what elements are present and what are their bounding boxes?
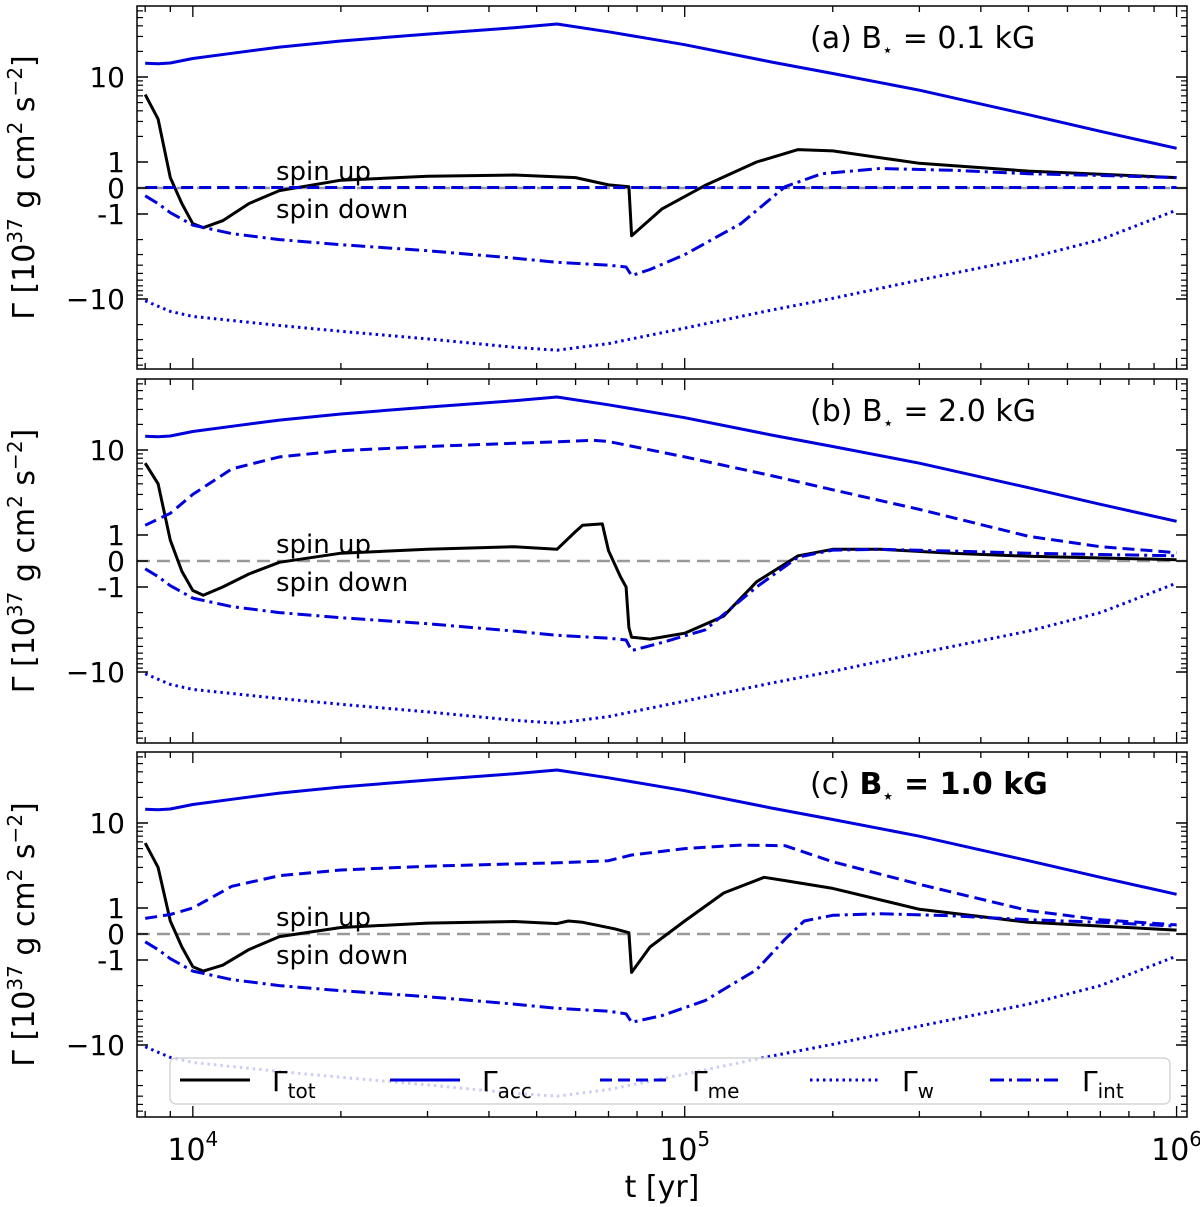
y-axis-label: Γ [1037 g cm2 s−2] [3,429,42,694]
series-gamma-acc [145,768,1177,896]
y-label-part: 2 [3,495,27,508]
y-label-part: −2 [3,814,27,843]
legend-label-me: Γme [692,1065,739,1103]
title-star: ⋆ [882,786,893,807]
series-gamma-me [144,843,1177,927]
y-tick-label: 10 [89,807,125,840]
y-label-part: Γ [10 [7,244,42,320]
series-gamma-w [144,208,1178,352]
y-label-part: s [7,843,42,868]
y-axis-label: Γ [1037 g cm2 s−2] [3,802,42,1067]
y-label-part: 37 [3,592,27,617]
y-tick-label: 1 [107,519,125,552]
spin-down-label: spin down [276,195,408,225]
legend-label-w: Γw [902,1065,934,1103]
y-label-part: Γ [10 [7,617,42,693]
panel-title: (c) B⋆ = 1.0 kG [810,767,1048,807]
y-label-part: 2 [3,869,27,882]
title-bold-b: B [859,767,882,802]
title-prefix: (c) [810,767,859,802]
y-label-part: g cm [7,134,42,218]
legend-label-int: Γint [1082,1065,1124,1103]
y-label-part: −2 [3,440,27,469]
series-gamma-int [144,547,1177,653]
x-axis-label: t [yr] [625,1170,700,1205]
title-prefix: (a) B [810,21,882,56]
title-suffix: = 0.1 kG [893,21,1035,56]
series-gamma-tot [143,93,1177,238]
spin-up-label: spin up [276,530,371,560]
x-tick-label: 105 [659,1127,710,1168]
title-suffix: = 1.0 kG [894,767,1048,802]
y-tick-label: 0 [107,918,125,951]
y-label-part: s [7,470,42,495]
title-star: ⋆ [882,40,893,61]
y-label-part: g cm [7,881,42,965]
legend-label-tot: Γtot [272,1065,316,1103]
y-tick-label: 0 [107,545,125,578]
y-label-part: ] [7,429,42,441]
y-tick-label: -1 [97,571,125,604]
x-tick-label: 106 [1151,1127,1200,1168]
y-label-part: ] [7,55,42,67]
panel-title: (b) B⋆ = 2.0 kG [810,394,1036,434]
series-gamma-tot [143,462,1177,641]
y-label-part: ] [7,802,42,814]
spin-down-label: spin down [276,941,408,971]
series-gamma-int [144,912,1177,1024]
title-prefix: (b) B [810,394,883,429]
panel-title: (a) B⋆ = 0.1 kG [810,21,1035,61]
y-label-part: 2 [3,122,27,135]
y-label-part: g cm [7,508,42,592]
y-tick-label: 1 [107,892,125,925]
y-tick-label: 10 [89,434,125,467]
series-gamma-me [144,438,1177,555]
y-tick-label: −10 [66,283,125,316]
legend: Γtot Γacc Γme Γw Γint [169,1057,1171,1105]
y-axis-labels: Γ [1037 g cm2 s−2]Γ [1037 g cm2 s−2]Γ [1… [3,55,42,1067]
y-tick-label: -1 [97,944,125,977]
series-gamma-tot [143,842,1177,974]
y-label-part: −2 [3,67,27,96]
y-label-part: Γ [10 [7,991,42,1067]
series-gamma-acc [145,395,1177,523]
y-tick-label: -1 [97,198,125,231]
y-axis-label: Γ [1037 g cm2 s−2] [3,55,42,320]
series-gamma-acc [145,22,1177,150]
title-star: ⋆ [883,413,894,434]
series-gamma-w [144,581,1178,725]
legend-label-acc: Γacc [482,1065,532,1103]
x-tick-labels: 104 105 106 [167,1127,1200,1168]
y-tick-label: 1 [107,146,125,179]
y-tick-label: −10 [66,656,125,689]
spin-down-label: spin down [276,568,408,598]
legend-box [169,1057,1171,1105]
spin-up-label: spin up [276,157,371,187]
title-suffix: = 2.0 kG [894,394,1036,429]
series-gamma-int [144,167,1177,278]
y-label-part: 37 [3,965,27,990]
y-label-part: 37 [3,218,27,243]
y-tick-label: −10 [66,1029,125,1062]
y-label-part: s [7,96,42,121]
y-tick-label: 0 [107,172,125,205]
spin-up-label: spin up [276,903,371,933]
y-tick-label: 10 [89,61,125,94]
x-tick-label: 104 [167,1127,218,1168]
